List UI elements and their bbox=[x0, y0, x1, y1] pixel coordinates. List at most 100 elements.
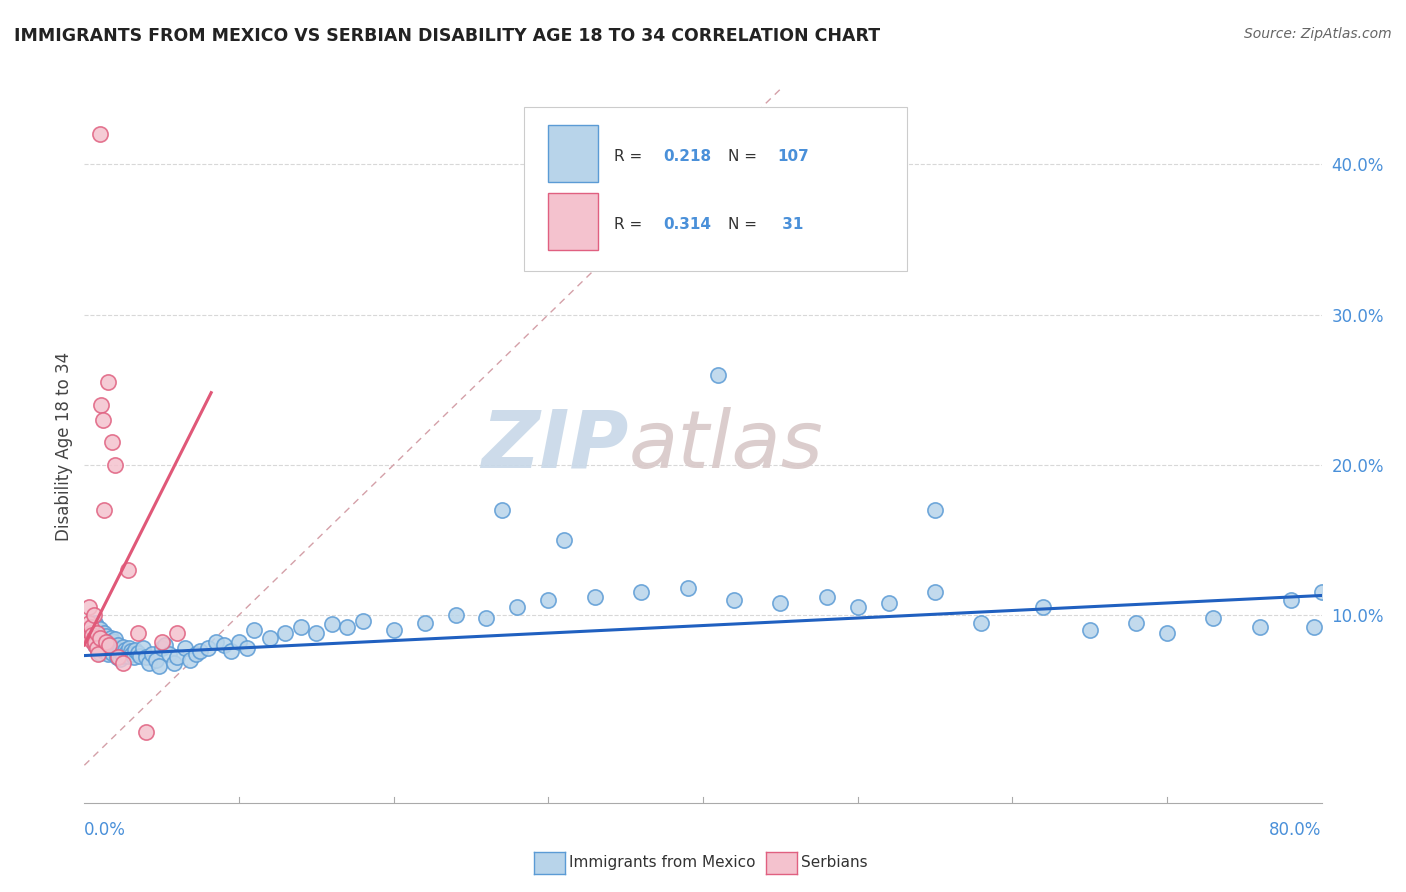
Point bbox=[321, 617, 343, 632]
Point bbox=[86, 641, 108, 656]
Point bbox=[1202, 611, 1225, 625]
Point bbox=[336, 620, 359, 634]
Point bbox=[101, 646, 124, 660]
Text: atlas: atlas bbox=[628, 407, 824, 485]
Point bbox=[98, 638, 121, 652]
Point bbox=[86, 620, 108, 634]
Point bbox=[89, 629, 111, 643]
Point bbox=[77, 615, 100, 630]
Text: 107: 107 bbox=[778, 150, 808, 164]
Point bbox=[94, 629, 117, 643]
Point bbox=[82, 633, 104, 648]
Point bbox=[94, 636, 117, 650]
Point bbox=[1302, 620, 1324, 634]
Point bbox=[305, 626, 328, 640]
Point bbox=[1310, 585, 1333, 599]
Point bbox=[84, 638, 107, 652]
Point bbox=[101, 435, 124, 450]
Point bbox=[676, 581, 699, 595]
Point bbox=[212, 638, 235, 652]
Point bbox=[583, 590, 606, 604]
Point bbox=[553, 533, 575, 547]
Point bbox=[707, 368, 730, 382]
Y-axis label: Disability Age 18 to 34: Disability Age 18 to 34 bbox=[55, 351, 73, 541]
Point bbox=[135, 650, 157, 665]
Point bbox=[630, 585, 652, 599]
Point bbox=[188, 644, 211, 658]
Point bbox=[184, 647, 207, 661]
Point bbox=[79, 626, 101, 640]
Point bbox=[1032, 600, 1054, 615]
Text: Source: ZipAtlas.com: Source: ZipAtlas.com bbox=[1244, 27, 1392, 41]
Point bbox=[87, 635, 110, 649]
Point bbox=[76, 623, 98, 637]
Point bbox=[205, 635, 228, 649]
Text: 0.0%: 0.0% bbox=[84, 821, 127, 838]
Point bbox=[83, 631, 105, 645]
Point bbox=[112, 656, 135, 670]
Point bbox=[815, 590, 838, 604]
Point bbox=[444, 607, 467, 622]
Text: R =: R = bbox=[614, 218, 647, 232]
Text: 0.218: 0.218 bbox=[664, 150, 711, 164]
Point bbox=[117, 563, 139, 577]
Point bbox=[89, 631, 111, 645]
Point bbox=[108, 651, 131, 665]
Point bbox=[79, 620, 101, 634]
Point bbox=[89, 128, 111, 142]
Text: IMMIGRANTS FROM MEXICO VS SERBIAN DISABILITY AGE 18 TO 34 CORRELATION CHART: IMMIGRANTS FROM MEXICO VS SERBIAN DISABI… bbox=[14, 27, 880, 45]
Point bbox=[121, 647, 143, 661]
Point bbox=[86, 626, 108, 640]
Point bbox=[101, 633, 124, 648]
Text: 80.0%: 80.0% bbox=[1270, 821, 1322, 838]
Point bbox=[413, 615, 436, 630]
Point bbox=[290, 620, 312, 634]
Point bbox=[91, 413, 114, 427]
Point bbox=[506, 600, 529, 615]
Point bbox=[924, 585, 946, 599]
Point bbox=[100, 640, 122, 654]
Text: 0.314: 0.314 bbox=[664, 218, 711, 232]
Point bbox=[91, 640, 114, 654]
Point bbox=[1249, 620, 1271, 634]
Point bbox=[93, 644, 115, 658]
Text: N =: N = bbox=[728, 218, 762, 232]
Point bbox=[112, 640, 135, 654]
Point bbox=[382, 623, 405, 637]
Point bbox=[127, 646, 149, 660]
Text: Immigrants from Mexico: Immigrants from Mexico bbox=[569, 855, 756, 870]
Point bbox=[723, 593, 745, 607]
Point bbox=[124, 642, 146, 657]
Point bbox=[89, 622, 111, 636]
Point bbox=[90, 398, 112, 412]
Point bbox=[132, 641, 155, 656]
Point bbox=[235, 641, 259, 656]
Point bbox=[127, 626, 149, 640]
Point bbox=[145, 653, 167, 667]
Point bbox=[108, 642, 131, 657]
Point bbox=[118, 641, 141, 656]
Point bbox=[89, 646, 111, 660]
Point bbox=[1156, 626, 1178, 640]
Point bbox=[104, 641, 127, 656]
Point bbox=[877, 596, 900, 610]
Point bbox=[77, 600, 100, 615]
Point bbox=[105, 650, 128, 665]
Point bbox=[970, 615, 993, 630]
Point bbox=[107, 650, 129, 665]
Point bbox=[82, 627, 104, 641]
Point bbox=[86, 626, 108, 640]
Point bbox=[150, 641, 173, 656]
Point bbox=[197, 641, 219, 656]
Point bbox=[96, 647, 118, 661]
FancyBboxPatch shape bbox=[523, 107, 907, 271]
Point bbox=[537, 593, 560, 607]
Point bbox=[228, 635, 250, 649]
Point bbox=[166, 626, 188, 640]
Point bbox=[352, 614, 374, 628]
Point bbox=[104, 458, 127, 472]
Point bbox=[93, 626, 115, 640]
Point bbox=[100, 631, 122, 645]
Point bbox=[83, 631, 105, 645]
Point bbox=[475, 611, 498, 625]
